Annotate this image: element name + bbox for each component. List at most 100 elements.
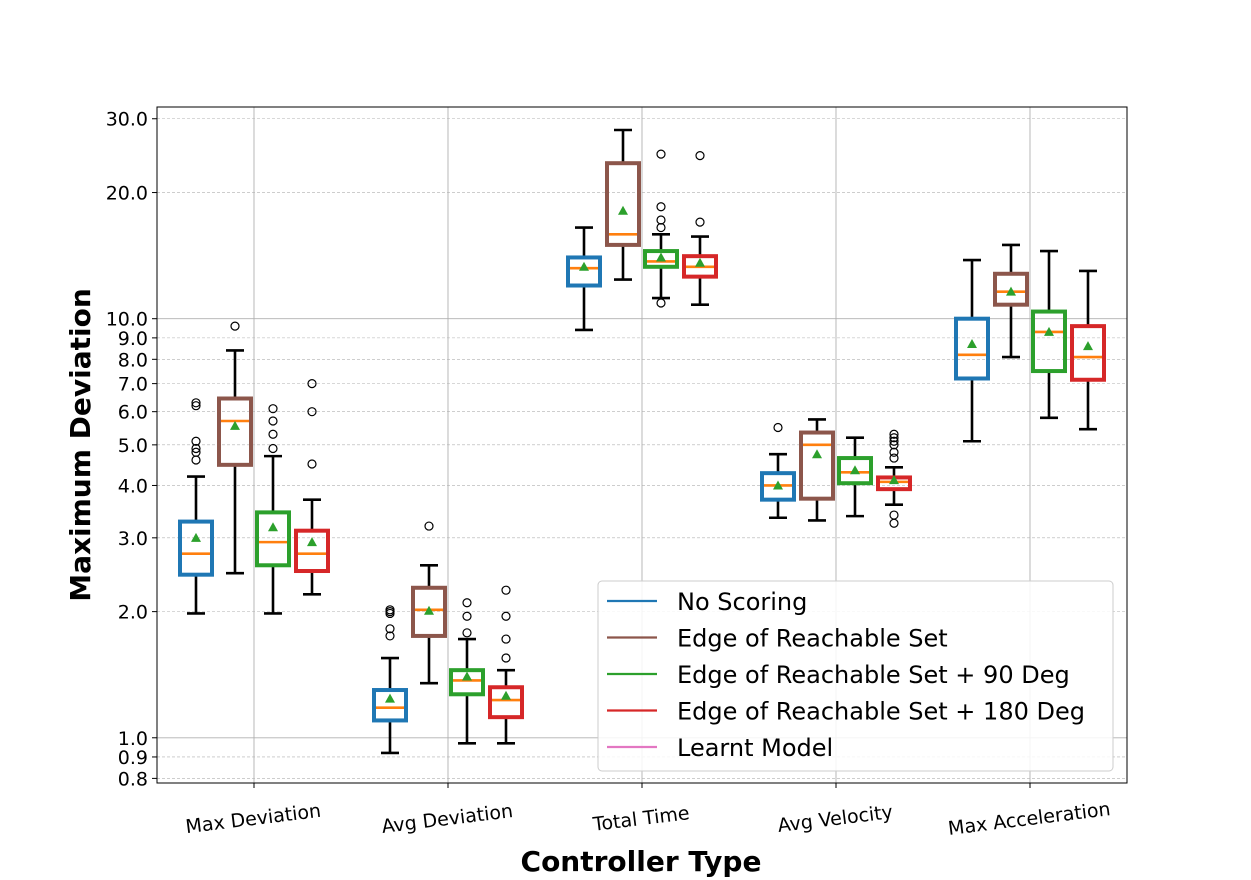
box-group xyxy=(411,521,447,685)
mean-marker xyxy=(424,605,434,615)
box-group xyxy=(1031,249,1067,420)
outlier-point xyxy=(424,521,434,531)
y-tick-label: 2.0 xyxy=(118,602,148,624)
mean-marker xyxy=(501,690,511,700)
box-group xyxy=(954,258,990,443)
legend-label: Edge of Reachable Set + 90 Deg xyxy=(677,661,1070,689)
box-group xyxy=(799,418,835,522)
y-tick-label: 5.0 xyxy=(118,435,148,457)
outlier-point xyxy=(191,401,201,411)
y-tick-label: 30.0 xyxy=(106,109,148,131)
y-tick-label: 3.0 xyxy=(118,528,148,550)
box-iqr xyxy=(993,271,1029,307)
outlier-point xyxy=(307,379,317,389)
mean-marker xyxy=(385,693,395,703)
box-group xyxy=(682,151,718,306)
box-iqr xyxy=(372,688,408,723)
x-tick-label: Max Deviation xyxy=(184,800,322,838)
outlier-point xyxy=(462,611,472,621)
outlier-point xyxy=(889,436,899,446)
mean-marker xyxy=(967,339,977,349)
y-tick-label: 4.0 xyxy=(118,475,148,497)
outlier-point xyxy=(656,222,666,233)
box-iqr xyxy=(178,519,214,577)
y-tick-label: 6.0 xyxy=(118,402,148,424)
box-iqr xyxy=(799,430,835,501)
box-iqr xyxy=(954,316,990,381)
box-group xyxy=(837,436,873,518)
box-group xyxy=(449,598,485,745)
outlier-point xyxy=(889,453,899,463)
outlier-point xyxy=(191,436,201,446)
outlier-point xyxy=(462,598,472,608)
x-tick-label: Avg Deviation xyxy=(380,800,514,838)
outlier-point xyxy=(191,455,201,465)
box-iqr xyxy=(294,528,330,574)
outlier-point xyxy=(889,518,899,528)
y-tick-label: 0.8 xyxy=(118,768,148,790)
outlier-point xyxy=(889,433,899,443)
mean-marker xyxy=(656,252,666,262)
outlier-point xyxy=(307,459,317,469)
box-iqr xyxy=(217,396,253,467)
box-iqr xyxy=(682,254,718,279)
box-iqr xyxy=(255,510,291,568)
legend-label: Edge of Reachable Set xyxy=(677,625,948,653)
box-group xyxy=(643,149,679,308)
mean-marker xyxy=(1006,286,1016,296)
outlier-point xyxy=(191,447,201,457)
box-group xyxy=(372,605,408,755)
outlier-point xyxy=(462,628,472,638)
box-iqr xyxy=(488,685,524,720)
x-tick-label: Avg Velocity xyxy=(776,801,894,837)
mean-marker xyxy=(307,537,317,547)
box-group xyxy=(605,128,641,281)
box-iqr xyxy=(760,471,796,502)
mean-marker xyxy=(812,449,822,459)
box-group xyxy=(488,585,524,745)
box-group xyxy=(1070,269,1106,431)
legend-label: No Scoring xyxy=(677,588,807,616)
outlier-point xyxy=(656,202,666,212)
y-tick-label: 9.0 xyxy=(118,328,148,350)
y-tick-label: 0.9 xyxy=(118,747,148,769)
y-tick-label: 10.0 xyxy=(106,309,148,331)
y-tick-label: 8.0 xyxy=(118,349,148,371)
outlier-point xyxy=(268,416,278,426)
mean-marker xyxy=(850,465,860,475)
box-iqr xyxy=(449,668,485,697)
x-axis-title: Controller Type xyxy=(521,845,762,878)
outlier-point xyxy=(656,298,666,308)
outlier-point xyxy=(385,605,395,615)
y-tick-label: 7.0 xyxy=(118,374,148,396)
box-group xyxy=(876,429,912,528)
outlier-point xyxy=(268,429,278,439)
box-group xyxy=(993,243,1029,359)
outlier-point xyxy=(773,422,783,433)
mean-marker xyxy=(268,522,278,532)
outlier-point xyxy=(656,215,666,225)
outlier-point xyxy=(307,407,317,417)
box-iqr xyxy=(1070,324,1106,382)
y-axis-title: Maximum Deviation xyxy=(64,288,97,602)
box-group xyxy=(760,422,796,520)
outlier-point xyxy=(889,447,899,457)
box-group xyxy=(566,226,602,332)
outlier-point xyxy=(385,631,395,641)
mean-marker xyxy=(889,475,899,485)
legend-label: Edge of Reachable Set + 180 Deg xyxy=(677,698,1085,726)
outlier-point xyxy=(230,321,240,331)
outlier-point xyxy=(501,634,511,644)
box-group xyxy=(217,321,253,575)
outlier-point xyxy=(695,151,705,161)
legend-label: Learnt Model xyxy=(677,734,833,762)
legend: No Scoring Edge of Reachable Set Edge of R… xyxy=(597,580,1114,772)
outlier-point xyxy=(501,585,511,595)
box-iqr xyxy=(1031,309,1067,374)
mean-marker xyxy=(191,532,201,542)
outlier-point xyxy=(268,443,278,454)
outlier-point xyxy=(191,443,201,454)
outlier-point xyxy=(191,398,201,408)
legend-box xyxy=(597,580,1114,772)
mean-marker xyxy=(579,261,589,271)
